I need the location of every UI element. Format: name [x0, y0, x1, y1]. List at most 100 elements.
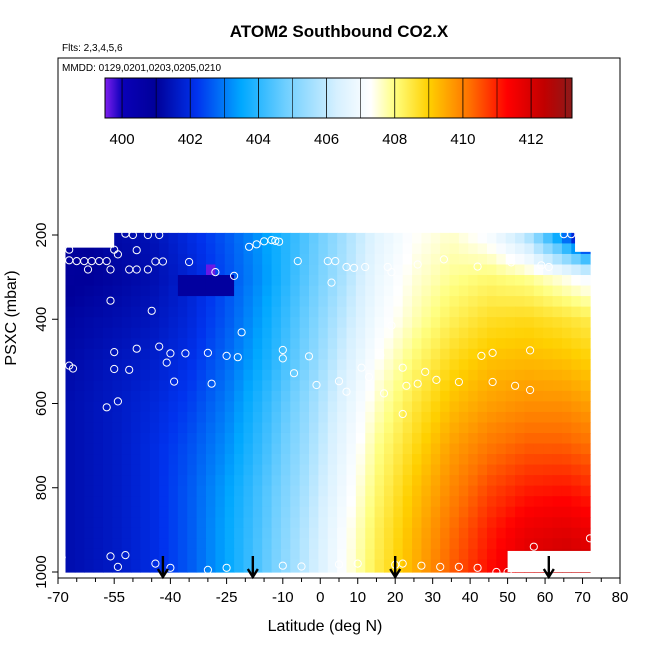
heatmap-cell — [299, 464, 310, 476]
heatmap-cell — [271, 485, 282, 497]
heatmap-cell — [318, 538, 329, 550]
heatmap-cell — [280, 569, 291, 573]
heatmap-cell — [440, 527, 451, 539]
heatmap-cell — [533, 380, 544, 392]
heatmap-cell — [430, 380, 441, 392]
heatmap-cell — [440, 243, 451, 255]
sample-point — [125, 365, 134, 374]
heatmap-cell — [93, 517, 104, 529]
heatmap-cell — [131, 506, 142, 518]
heatmap-cell — [280, 264, 291, 276]
heatmap-cell — [262, 348, 273, 360]
heatmap-cell — [168, 464, 179, 476]
heatmap-cell — [84, 306, 95, 318]
heatmap-cell — [65, 327, 76, 339]
heatmap-cell — [449, 464, 460, 476]
heatmap-cell — [524, 306, 535, 318]
heatmap-cell — [440, 548, 451, 560]
heatmap-cell — [131, 485, 142, 497]
heatmap-cell — [299, 327, 310, 339]
heatmap-cell — [327, 496, 338, 508]
sample-point — [151, 559, 160, 568]
heatmap-cell — [355, 348, 366, 360]
heatmap-cell — [121, 243, 132, 255]
heatmap-cell — [477, 348, 488, 360]
heatmap-cell — [402, 306, 413, 318]
heatmap-cell — [93, 548, 104, 560]
heatmap-cell — [149, 275, 160, 287]
heatmap-cell — [280, 327, 291, 339]
colorbar-tick-label: 402 — [178, 131, 203, 148]
heatmap-cell — [177, 348, 188, 360]
heatmap-cell — [337, 401, 348, 413]
heatmap-cell — [505, 464, 516, 476]
heatmap-cell — [177, 411, 188, 424]
heatmap-cell — [140, 264, 151, 276]
heatmap-cell — [393, 527, 404, 539]
heatmap-cell — [252, 253, 263, 266]
heatmap-cell — [243, 285, 254, 297]
heatmap-cell — [187, 411, 198, 424]
heatmap-cell — [412, 527, 423, 539]
heatmap-cell — [337, 411, 348, 424]
heatmap-cell — [505, 411, 516, 424]
heatmap-cell — [74, 275, 85, 287]
x-tick-label: 80 — [612, 589, 629, 606]
heatmap-cell — [524, 253, 535, 266]
heatmap-cell — [402, 232, 413, 245]
heatmap-cell — [421, 527, 432, 539]
heatmap-cell — [252, 443, 263, 455]
heatmap-cell — [168, 338, 179, 350]
heatmap-cell — [65, 496, 76, 508]
heatmap-cell — [290, 369, 301, 381]
heatmap-cell — [84, 527, 95, 539]
heatmap-cell — [215, 548, 226, 560]
heatmap-cell — [168, 517, 179, 529]
heatmap-cell — [524, 317, 535, 329]
heatmap-cell — [290, 327, 301, 339]
heatmap-cell — [496, 569, 507, 573]
heatmap-cell — [449, 475, 460, 487]
heatmap-cell — [374, 296, 385, 308]
heatmap-cell — [496, 359, 507, 371]
heatmap-cell — [299, 475, 310, 487]
heatmap-cell — [290, 517, 301, 529]
heatmap-cell — [131, 496, 142, 508]
heatmap-cell — [177, 264, 188, 276]
heatmap-cell — [515, 411, 526, 424]
heatmap-cell — [543, 285, 554, 297]
heatmap-cell — [496, 559, 507, 571]
heatmap-cell — [168, 369, 179, 381]
heatmap-cell — [402, 464, 413, 476]
heatmap-cell — [187, 275, 198, 287]
heatmap-cell — [271, 548, 282, 560]
heatmap-cell — [421, 232, 432, 245]
heatmap-cell — [102, 380, 113, 392]
heatmap-cell — [234, 338, 245, 350]
heatmap-cell — [290, 338, 301, 350]
heatmap-cell — [280, 338, 291, 350]
colorbar-tick-label: 412 — [519, 131, 544, 148]
heatmap-cell — [131, 475, 142, 487]
heatmap-cell — [140, 253, 151, 266]
heatmap-cell — [468, 422, 479, 434]
heatmap-cell — [177, 369, 188, 381]
heatmap-cell — [477, 264, 488, 276]
heatmap-cell — [543, 317, 554, 329]
heatmap-cell — [205, 264, 216, 276]
heatmap-cell — [346, 559, 357, 571]
heatmap-cell — [561, 348, 572, 360]
heatmap-cell — [299, 264, 310, 276]
heatmap-cell — [374, 264, 385, 276]
heatmap-cell — [215, 485, 226, 497]
heatmap-cell — [440, 306, 451, 318]
heatmap-cell — [402, 485, 413, 497]
heatmap-cell — [187, 422, 198, 434]
heatmap-cell — [262, 475, 273, 487]
heatmap-cell — [215, 275, 226, 287]
heatmap-cell — [93, 243, 104, 255]
heatmap-cell — [468, 517, 479, 529]
heatmap-cell — [355, 475, 366, 487]
heatmap-cell — [571, 275, 582, 287]
heatmap-cell — [337, 317, 348, 329]
